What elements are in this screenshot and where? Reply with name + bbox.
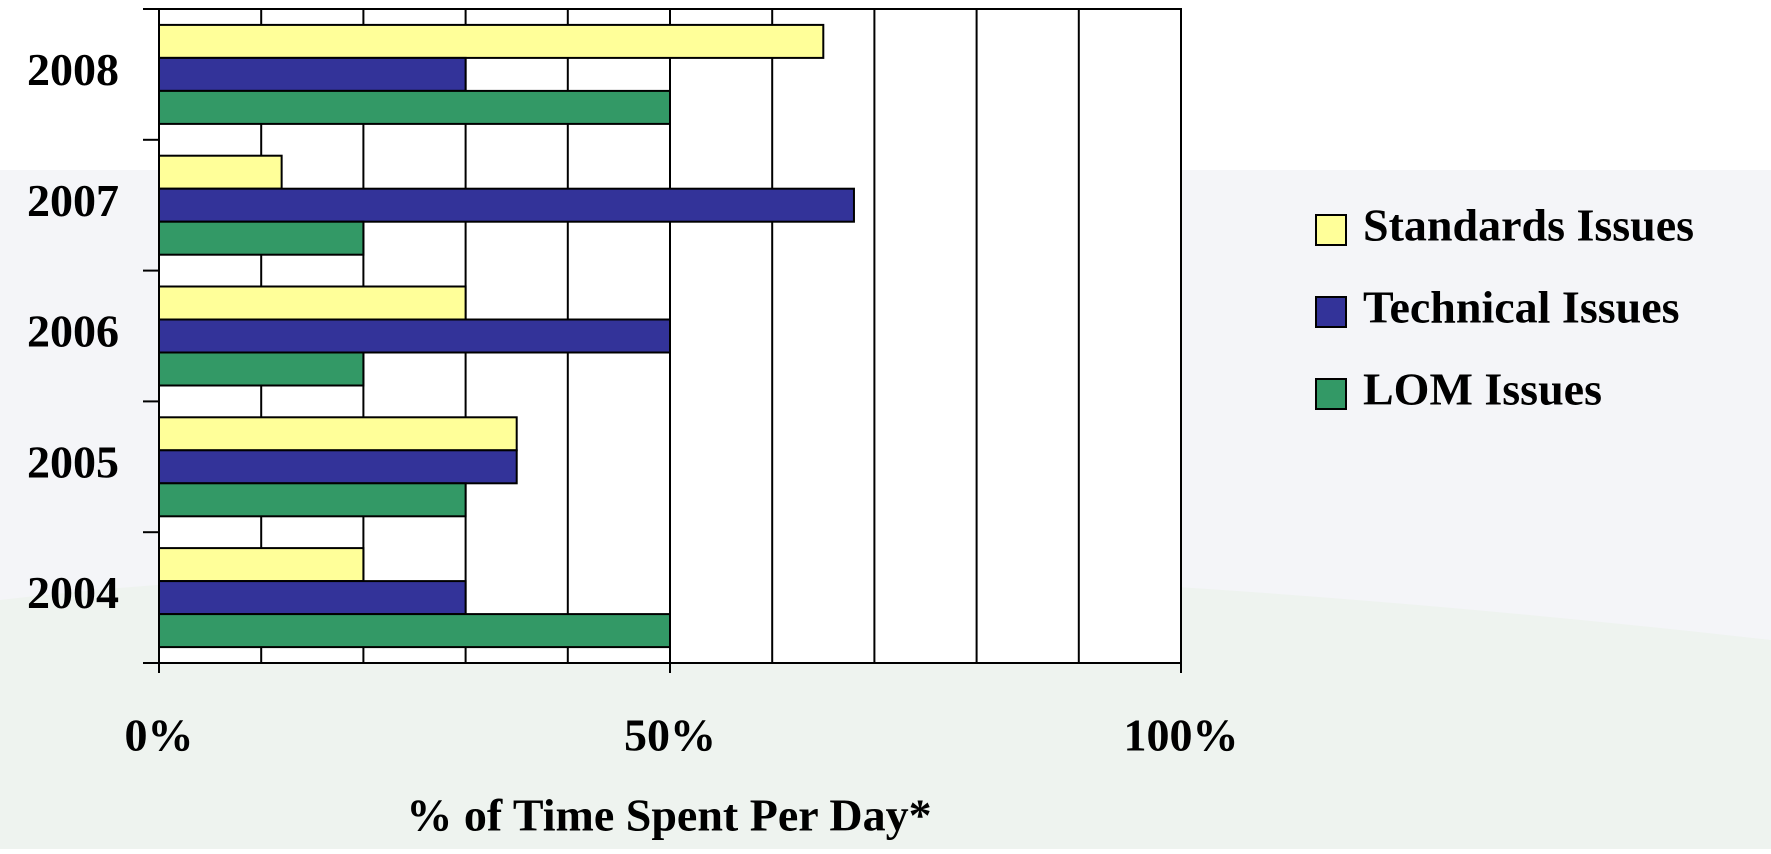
bar [158,449,518,485]
x-tick-label: 0% [125,710,194,761]
bar [158,580,467,616]
y-tick-label: 2006 [27,306,119,357]
bar [158,154,283,190]
legend-swatch [1315,214,1347,246]
y-tick-label: 2007 [27,175,119,226]
x-axis-label: % of Time Spent Per Day* [406,790,931,841]
legend-swatch [1315,296,1347,328]
y-tick-label: 2005 [27,436,119,487]
bar [158,416,518,452]
bar [158,187,855,223]
x-tick-label: 50% [624,710,716,761]
bar [158,56,467,92]
bar [158,482,467,518]
y-tick-label: 2008 [27,44,119,95]
bar [158,285,467,321]
bar [158,89,671,125]
bar [158,351,365,387]
x-tick-label: 100% [1124,710,1239,761]
y-tick-label: 2004 [27,567,119,618]
bar [158,318,671,354]
legend-label: Technical Issues [1363,282,1680,333]
legend-swatch [1315,378,1347,410]
bar [158,547,365,583]
bar [158,23,825,59]
legend-label: Standards Issues [1363,200,1694,251]
bar [158,220,365,256]
legend-label: LOM Issues [1363,364,1602,415]
bar [158,613,671,649]
